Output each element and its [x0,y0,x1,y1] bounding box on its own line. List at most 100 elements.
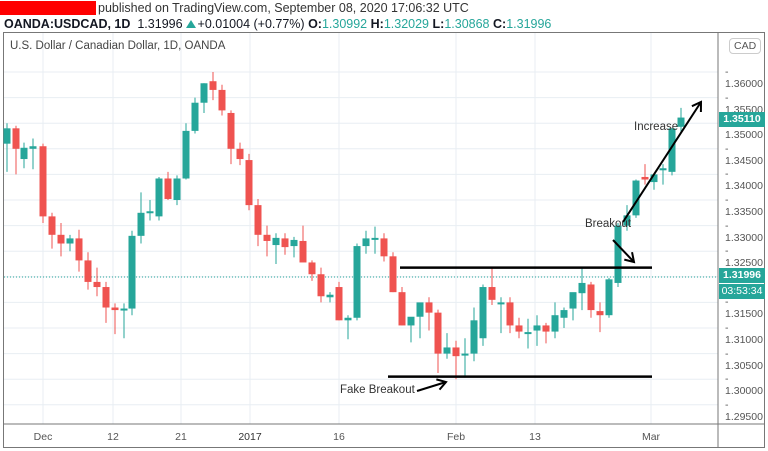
candle-body [470,320,478,354]
candle-body [560,310,568,318]
breakout-arrow-icon-head [624,251,636,264]
low-value: 1.30868 [444,17,490,31]
candle-body [479,287,487,339]
price-tick-label: - 1.36000 [725,66,763,90]
symbol-info-bar: OANDA:USDCAD, 1D 1.31996 +0.01004 (+0.77%… [4,16,551,32]
candle-body [497,302,505,305]
candle-body [506,302,514,326]
candle-body [182,130,190,179]
candle-body [290,239,298,247]
open-value: 1.30992 [321,17,368,31]
candle-body [281,238,289,248]
currency-tag[interactable]: CAD [729,38,762,54]
high-value: 1.32029 [383,17,430,31]
candle-body [93,281,101,288]
fake-breakout-arrow-icon [416,381,447,392]
candle-body [659,168,667,171]
candle-body [173,178,181,200]
breakout-arrow-icon [612,239,635,263]
candle-body [407,316,415,326]
candle-body [191,102,199,131]
open-label: O: [308,17,322,31]
candle-body [227,112,235,149]
annotation-label: Increase [634,121,679,133]
candle-body [443,347,451,354]
candle-body [111,307,119,311]
time-tick-label: 12 [107,431,119,443]
time-tick-label: Dec [33,431,53,443]
candle-body [353,246,361,318]
candle-body [434,312,442,354]
candle-body [335,287,343,321]
price-tick-label: - 1.31000 [725,322,763,346]
crosshair-price-tag: 1.35110 [719,112,765,127]
time-tick-label: 16 [333,431,345,443]
price-tick-label: - 1.30500 [725,347,763,372]
increase-arrow-icon [622,101,702,223]
candle-body [596,311,604,316]
candle-body [389,256,397,293]
price-tick-label: - 1.32500 [725,245,763,270]
candle-body [3,128,11,144]
candle-body [569,292,577,309]
candle-body [488,287,496,300]
candle-body [209,81,217,90]
candle-body [605,279,613,316]
price-tick-label: - 1.31500 [725,296,763,321]
close-label: C: [492,17,507,31]
candle-body [362,238,370,247]
candle-body [317,274,325,297]
candle-body [164,178,172,199]
candle-body [398,292,406,326]
candle-body [461,353,469,356]
candle-body [236,148,244,160]
low-label: L: [432,17,445,31]
candle-body [371,237,379,240]
candle-body [533,325,541,331]
price-tick-label: - 1.29500 [725,398,763,423]
candle-body [425,302,433,313]
candle-body [29,146,37,149]
candle-body [120,308,128,311]
candle-body [66,238,74,244]
candle-body [587,284,595,311]
candle-body [452,347,460,357]
price-tick-label: - 1.30000 [725,373,763,398]
candle-body [308,262,316,275]
candle-body [48,216,56,235]
published-text: published on TradingView.com, September … [98,1,469,15]
time-tick-label: Feb [446,431,466,443]
candle-body [84,260,92,282]
candle-body [12,128,20,149]
candle-body [254,205,262,235]
candle-body [641,176,649,180]
close-value: 1.31996 [506,17,552,31]
price-change: +0.01004 (+0.77%) [197,17,305,31]
time-tick-label: 21 [175,431,187,443]
fake-breakout-arrow-icon-head [436,378,448,391]
time-tick-label: 13 [529,431,541,443]
candle-body [272,237,280,246]
candle-body [542,325,550,332]
candle-body [75,238,83,261]
candle-body [155,178,163,217]
annotation-label: Fake Breakout [340,384,415,396]
price-tick-label: - 1.33000 [725,219,763,244]
candle-body [128,235,136,309]
candle-body [515,325,523,332]
candle-body [632,180,640,216]
candle-body [614,225,622,283]
candle-body [623,215,631,226]
countdown-tag: 03:53:34 [719,284,765,299]
candle-body [326,294,334,298]
high-label: H: [370,17,384,31]
candle-body [668,128,676,172]
chart-frame [3,32,765,448]
candle-body [578,282,586,294]
price-tick-label: - 1.33500 [725,194,763,218]
price-tick-label: - 1.34500 [725,142,763,167]
last-price-tag: 1.31996 [719,268,765,283]
symbol-label: OANDA:USDCAD, 1D [4,17,131,31]
up-triangle-icon [185,20,196,28]
